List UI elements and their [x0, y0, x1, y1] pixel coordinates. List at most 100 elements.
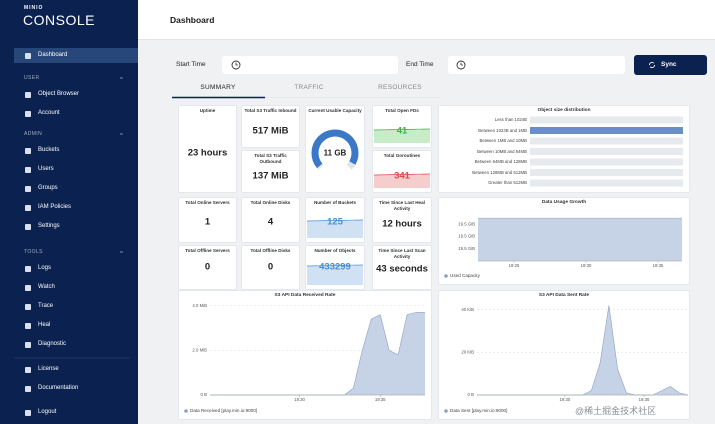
card-value: 41 — [396, 125, 408, 137]
nav-item[interactable]: Logs — [38, 265, 52, 271]
sparkline — [374, 174, 430, 188]
clock-hands — [460, 62, 463, 66]
bar-track — [530, 169, 683, 176]
nav-icon — [25, 53, 31, 59]
sparkline-edge — [373, 173, 431, 176]
x-tick-label: 19:35 — [375, 397, 386, 402]
card-value: 137 MiB — [252, 170, 289, 182]
y-tick-label: 19.5 GiB — [458, 246, 475, 251]
product: CONSOLE — [23, 12, 95, 28]
nav-item[interactable]: Groups — [38, 185, 58, 191]
clock-hands — [235, 62, 238, 66]
card-value: 11 GB — [323, 148, 347, 158]
sparkline — [307, 220, 363, 238]
nav-item[interactable]: Documentation — [38, 385, 79, 391]
legend-swatch — [444, 274, 448, 278]
nav-item[interactable]: IAM Policies — [38, 204, 72, 210]
y-tick-label: 0 B — [468, 392, 475, 397]
nav-icon — [25, 410, 31, 416]
card-value: 125 — [327, 216, 343, 228]
nav-item[interactable]: Logout — [38, 409, 57, 415]
bar-track — [530, 158, 683, 166]
chart-title: S3 API Data Sent Rate — [538, 293, 590, 298]
nav-icon — [25, 266, 31, 272]
start-time-label: Start Time — [176, 61, 206, 68]
nav-item[interactable]: License — [38, 366, 59, 372]
card-title: Total Online Servers — [185, 200, 230, 205]
section-title: ADMIN — [24, 131, 43, 137]
x-tick-label: 19:30 — [294, 397, 305, 402]
card-title: Total Offline Servers — [185, 248, 230, 253]
legend-label: Used Capacity — [450, 273, 480, 278]
card-value: 0 — [204, 261, 211, 273]
end-time-input[interactable] — [448, 56, 625, 74]
nav-item[interactable]: Buckets — [38, 147, 60, 153]
sparkline — [374, 129, 430, 143]
nav-icon — [25, 205, 31, 211]
nav-item[interactable]: Dashboard — [38, 52, 68, 58]
nav-item[interactable]: Diagnostic — [38, 341, 67, 347]
nav-item[interactable]: Object Browser — [38, 91, 80, 97]
x-tick-label: 19:30 — [581, 263, 592, 268]
card-title: Total S3 Traffic Inbound — [244, 108, 297, 113]
tab[interactable]: SUMMARY — [200, 84, 236, 91]
sync-button[interactable] — [634, 55, 707, 75]
card — [178, 245, 237, 290]
legend-swatch — [444, 409, 448, 413]
card — [372, 245, 432, 290]
bar-track — [530, 179, 683, 187]
nav-icon — [25, 111, 31, 117]
area — [478, 218, 682, 261]
sync-label[interactable]: Sync — [661, 61, 677, 68]
x-tick-label: 19:35 — [653, 263, 664, 268]
card-value: 1 — [204, 216, 211, 228]
legend-swatch — [184, 409, 188, 413]
card-value: 0 — [267, 261, 274, 273]
card — [241, 197, 300, 243]
sync-icon — [648, 61, 656, 69]
category-label: Between 1MB and 10MB — [479, 138, 527, 143]
nav-item[interactable]: Trace — [38, 303, 54, 309]
sparkline-edge — [306, 264, 364, 267]
category-label: Less than 1024B — [494, 117, 527, 122]
clock-icon — [231, 60, 241, 70]
y-tick-label: 0 B — [201, 392, 208, 397]
watermark: @稀土掘金技术社区 — [575, 406, 657, 416]
nav-icon — [25, 304, 31, 310]
sidebar — [0, 0, 138, 424]
category-label: Between 1024B and 1MB — [478, 127, 527, 133]
category-label: Between 64MB and 128MB — [474, 159, 527, 164]
card-title: Total Goroutines — [383, 153, 421, 158]
card — [241, 105, 300, 148]
card-value: 4 — [267, 216, 274, 228]
card-title: Total Online Disks — [250, 200, 291, 205]
section-title: TOOLS — [24, 249, 43, 255]
nav-item[interactable]: Heal — [38, 322, 51, 328]
card — [438, 290, 690, 420]
nav-item[interactable]: Users — [38, 166, 54, 172]
nav-icon — [25, 92, 31, 98]
nav-icon — [25, 342, 31, 348]
nav-item[interactable]: Watch — [38, 284, 55, 290]
card — [241, 150, 300, 193]
chart-title: S3 API Data Received Rate — [274, 293, 336, 298]
card-value: 517 MiB — [252, 125, 289, 137]
nav-icon — [25, 167, 31, 173]
y-tick-label: 2.0 MiB — [192, 347, 207, 352]
card-title: Uptime — [199, 108, 216, 113]
nav-item[interactable]: Account — [38, 110, 60, 116]
card-title: Time Since Last Scan Activity — [378, 248, 426, 259]
card-title: Number of Buckets — [313, 200, 357, 205]
tab[interactable]: RESOURCES — [378, 84, 422, 91]
line — [477, 305, 689, 396]
tab[interactable]: TRAFFIC — [294, 84, 324, 91]
nav-icon — [25, 186, 31, 192]
gauge-fill — [311, 129, 359, 169]
card — [178, 197, 237, 243]
start-time-input[interactable] — [222, 56, 398, 74]
chart-title: Object size distribution — [537, 108, 591, 113]
nav-item[interactable]: Settings — [38, 223, 60, 229]
area — [477, 305, 688, 395]
card-value: 433299 — [319, 261, 351, 273]
card-title: Time Since Last Heal Activity — [379, 200, 425, 211]
